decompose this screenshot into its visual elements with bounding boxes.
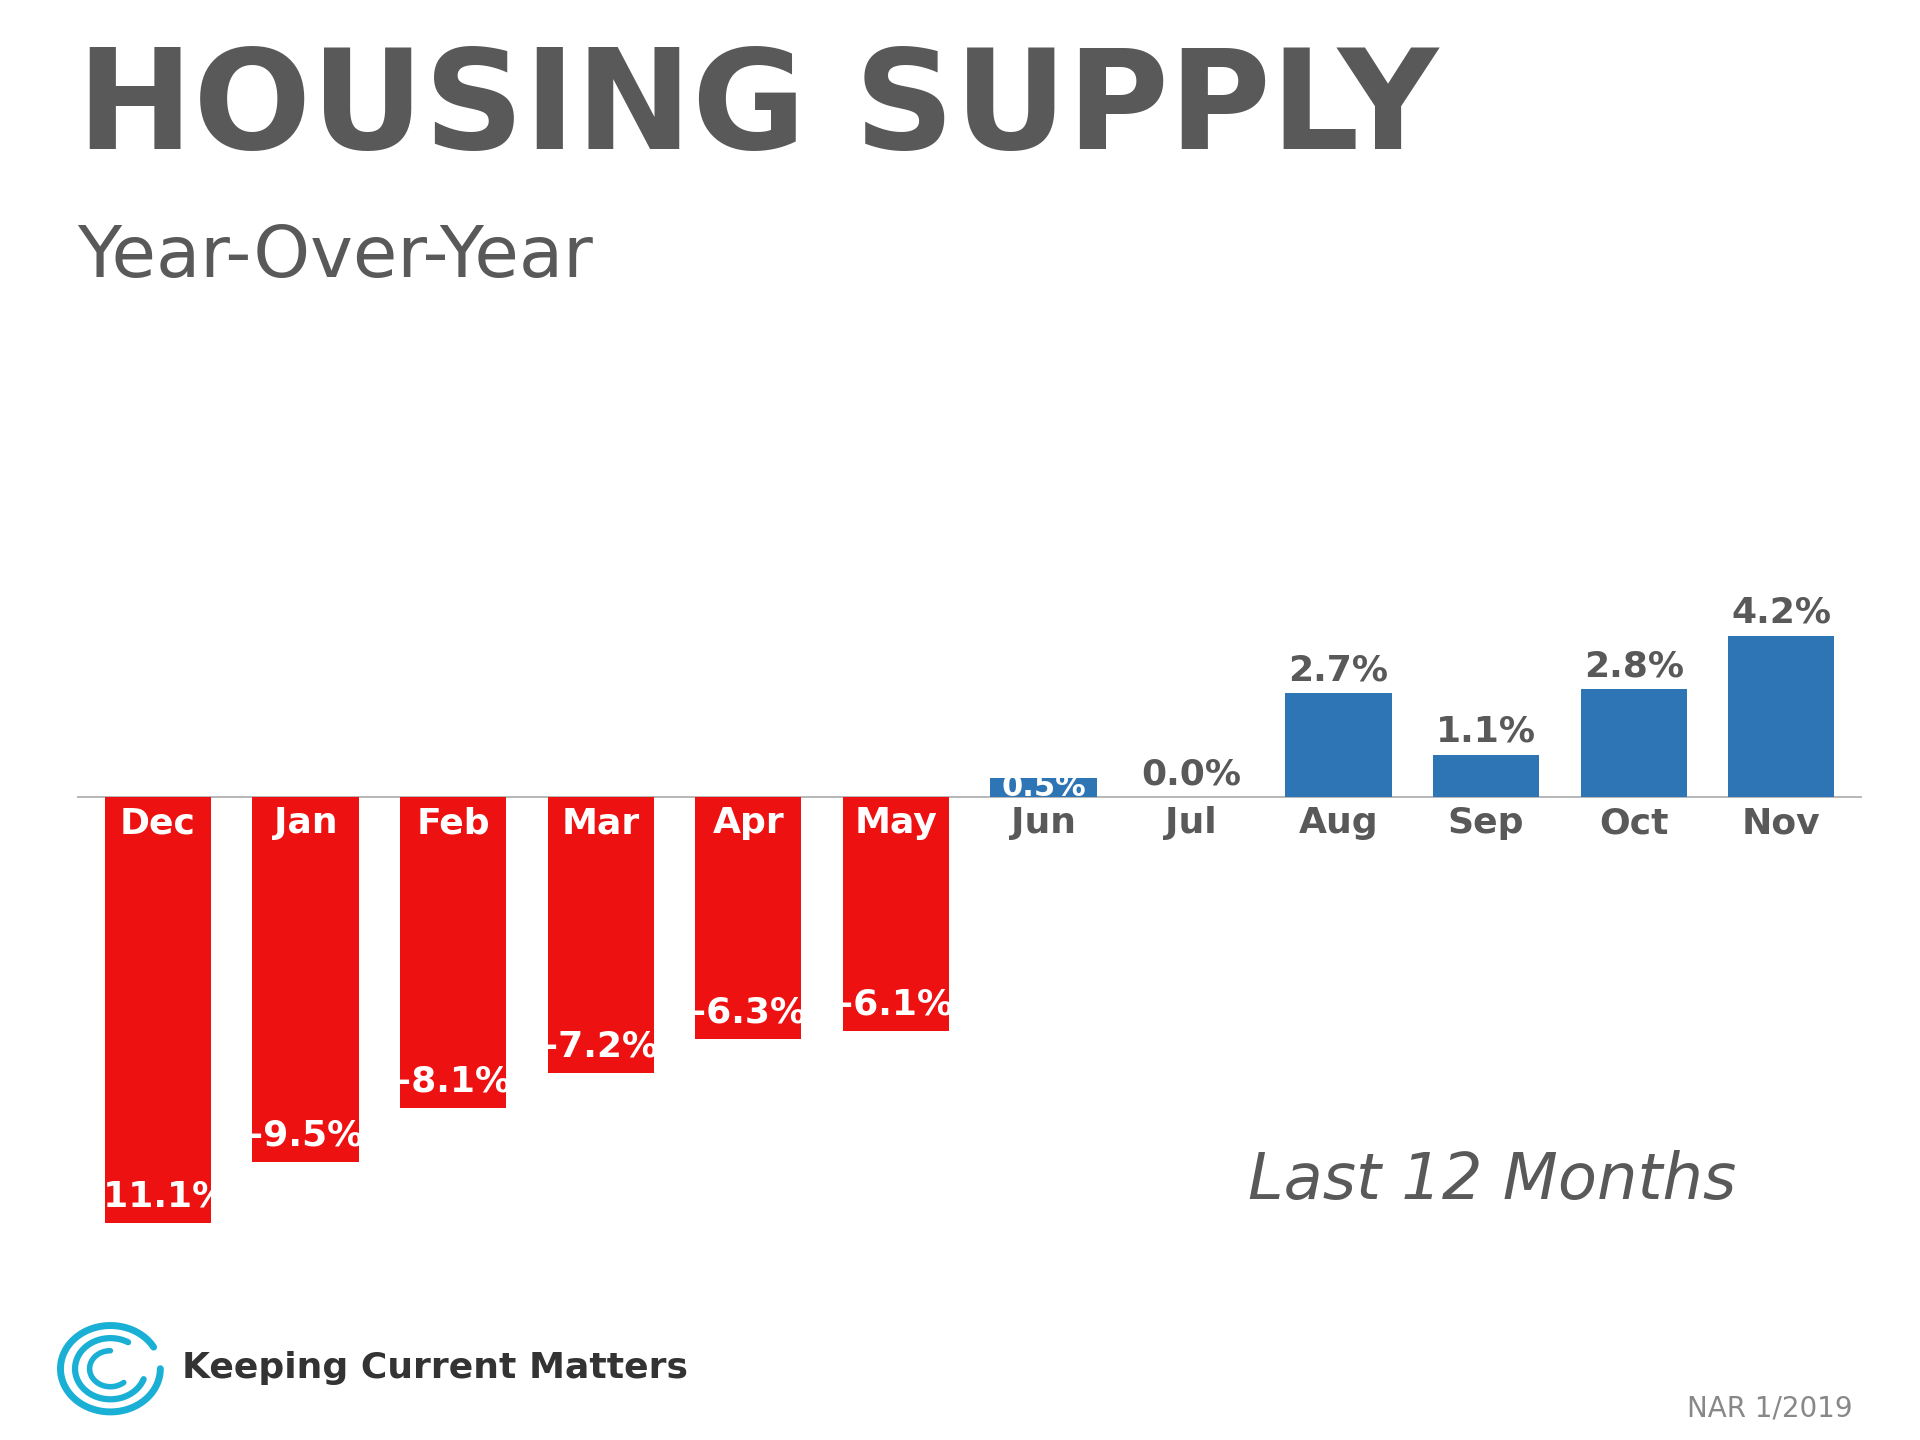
Text: 4.2%: 4.2% (1732, 596, 1832, 629)
Text: Mar: Mar (561, 806, 639, 841)
Bar (547, 796, 655, 1073)
Text: -6.1%: -6.1% (839, 988, 954, 1021)
Text: Aug: Aug (1298, 806, 1379, 841)
Text: Sep: Sep (1448, 806, 1524, 841)
Bar (252, 796, 359, 1162)
Bar (843, 796, 948, 1031)
Text: Nov: Nov (1741, 806, 1820, 841)
Text: May: May (854, 806, 937, 841)
Bar (695, 796, 801, 1038)
Bar (991, 778, 1096, 796)
Bar (399, 796, 507, 1107)
Text: -7.2%: -7.2% (543, 1030, 659, 1064)
Text: 0.5%: 0.5% (1000, 773, 1087, 802)
Bar (1580, 690, 1688, 796)
Bar (1728, 635, 1834, 796)
Text: NAR 1/2019: NAR 1/2019 (1688, 1395, 1853, 1423)
Text: 0.0%: 0.0% (1140, 757, 1240, 791)
Text: -9.5%: -9.5% (248, 1117, 363, 1152)
Text: Last 12 Months: Last 12 Months (1248, 1149, 1736, 1212)
Text: Jul: Jul (1165, 806, 1217, 841)
Text: Dec: Dec (121, 806, 196, 841)
Bar (1284, 693, 1392, 796)
Text: Apr: Apr (712, 806, 783, 841)
Text: -6.3%: -6.3% (691, 995, 806, 1030)
Text: Keeping Current Matters: Keeping Current Matters (182, 1351, 689, 1385)
Text: 1.1%: 1.1% (1436, 714, 1536, 749)
Text: Oct: Oct (1599, 806, 1668, 841)
Bar (1432, 755, 1540, 796)
Text: Jan: Jan (275, 806, 338, 841)
Text: HOUSING SUPPLY: HOUSING SUPPLY (77, 43, 1438, 179)
Text: Feb: Feb (417, 806, 490, 841)
Text: -8.1%: -8.1% (396, 1064, 511, 1099)
Bar (106, 796, 211, 1223)
Text: -11.1%: -11.1% (88, 1179, 228, 1214)
Text: 2.8%: 2.8% (1584, 649, 1684, 684)
Text: Year-Over-Year: Year-Over-Year (77, 223, 593, 292)
Text: Jun: Jun (1012, 806, 1075, 841)
Text: 2.7%: 2.7% (1288, 654, 1388, 687)
